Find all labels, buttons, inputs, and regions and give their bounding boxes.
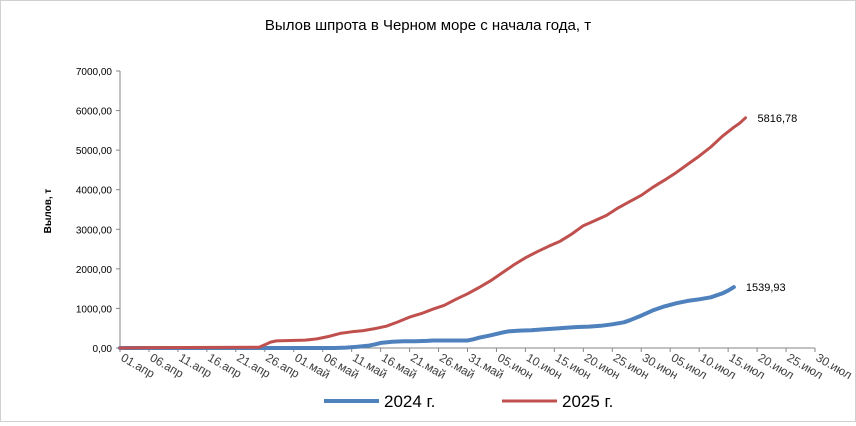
chart-title: Вылов шпрота в Черном море с начала года…	[265, 17, 591, 34]
y-tick-label: 6000,00	[76, 107, 113, 118]
legend-label-2: 2025 г.	[562, 392, 613, 411]
y-tick-label: 7000,00	[76, 67, 113, 78]
series-line-2	[118, 116, 747, 350]
y-tick-label: 3000,00	[76, 225, 113, 236]
y-tick-label: 4000,00	[76, 186, 113, 197]
legend-label-1: 2024 г.	[384, 392, 435, 411]
series-end-label-1: 1539,93	[746, 282, 786, 294]
y-tick-label: 5000,00	[76, 146, 113, 157]
y-tick-label: 1000,00	[76, 304, 113, 315]
end-labels: 1539,93 5816,78	[746, 113, 797, 294]
y-tick-label: 0,00	[93, 344, 113, 355]
series-lines	[118, 116, 747, 350]
y-ticks: 0,00 1000,00 2000,00 3000,00 4000,00 5000,00 6…	[76, 67, 120, 355]
y-tick-label: 2000,00	[76, 265, 113, 276]
y-axis-label: Вылов, т	[43, 189, 54, 234]
x-ticks: 01.апр06.апр11.апр16.апр21.апр26.апр01.м…	[119, 348, 854, 382]
legend: 2024 г. 2025 г.	[324, 392, 613, 411]
series-line-1	[118, 285, 736, 350]
series-end-label-2: 5816,78	[758, 113, 798, 125]
